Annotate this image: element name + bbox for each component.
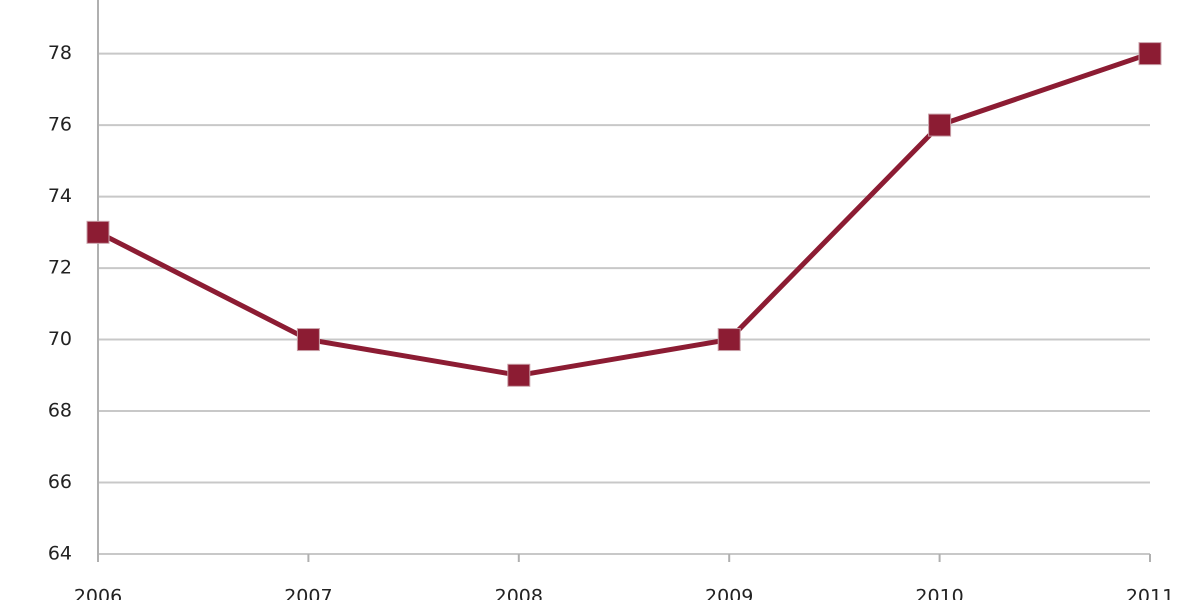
y-tick-label: 72 bbox=[48, 257, 72, 279]
marker bbox=[1138, 42, 1162, 66]
y-tick-label: 64 bbox=[48, 543, 72, 565]
x-tick-label: 2010 bbox=[915, 586, 963, 600]
x-tick-label: 2008 bbox=[495, 586, 543, 600]
y-tick-label: 66 bbox=[48, 471, 72, 493]
data-line bbox=[96, 51, 1151, 378]
x-tick-label: 2011 bbox=[1126, 586, 1174, 600]
marker bbox=[928, 113, 952, 137]
marker bbox=[507, 363, 531, 387]
marker bbox=[296, 328, 320, 352]
x-tick-label: 2007 bbox=[284, 586, 332, 600]
x-tick-label: 2009 bbox=[705, 586, 753, 600]
y-tick-label: 74 bbox=[48, 185, 72, 207]
y-tick-label: 76 bbox=[48, 114, 72, 136]
y-tick-label: 70 bbox=[48, 328, 72, 350]
x-tick-label: 2006 bbox=[74, 586, 122, 600]
marker bbox=[717, 328, 741, 352]
marker bbox=[86, 220, 110, 244]
y-tick-label: 68 bbox=[48, 400, 72, 422]
y-tick-label: 78 bbox=[48, 42, 72, 64]
